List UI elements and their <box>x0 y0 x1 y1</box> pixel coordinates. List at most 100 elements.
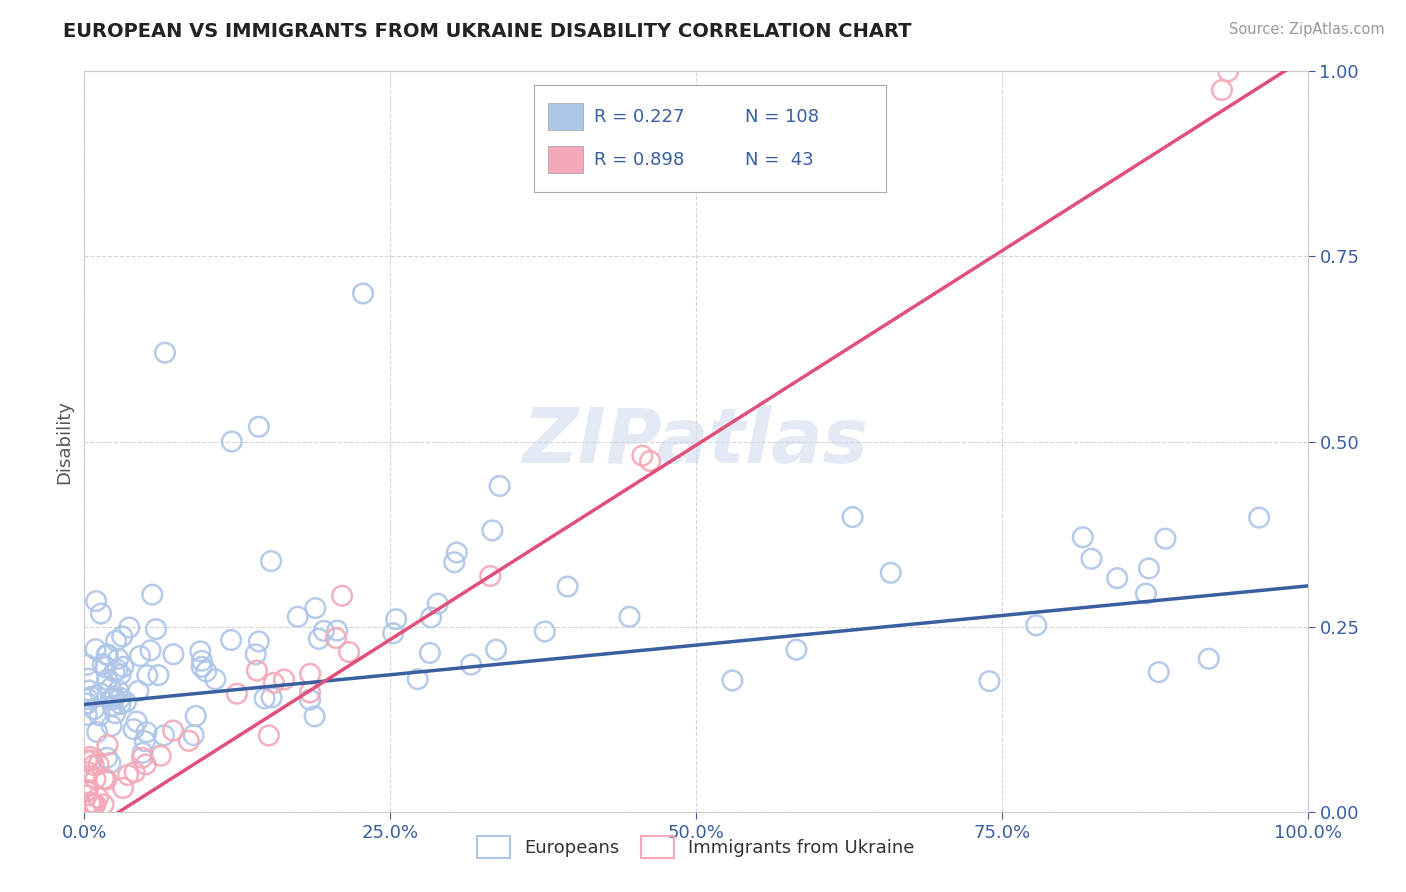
Point <box>638 454 661 468</box>
Point <box>103 665 125 679</box>
Point <box>77 683 100 698</box>
Text: R = 0.898: R = 0.898 <box>593 151 685 169</box>
Point <box>94 660 117 674</box>
Point <box>84 797 107 812</box>
Point <box>880 566 903 580</box>
Point <box>1216 64 1239 78</box>
Point <box>1080 551 1102 566</box>
Point <box>162 723 184 738</box>
Point <box>80 754 103 768</box>
Point <box>87 757 110 772</box>
Point <box>107 652 129 666</box>
Point <box>443 555 465 569</box>
Point <box>721 673 744 688</box>
Point <box>100 719 122 733</box>
Point <box>91 657 114 672</box>
Text: N = 108: N = 108 <box>745 108 820 126</box>
Point <box>1135 586 1157 600</box>
Point <box>183 728 205 742</box>
Point <box>304 601 326 615</box>
Point <box>83 702 105 716</box>
Point <box>96 738 118 752</box>
Point <box>1137 561 1160 575</box>
Point <box>191 654 214 668</box>
Point <box>80 690 103 704</box>
Point <box>382 626 405 640</box>
Point <box>153 728 176 742</box>
Point <box>82 797 104 811</box>
Point <box>337 645 360 659</box>
Point <box>533 624 555 639</box>
Point <box>308 632 330 646</box>
Point <box>141 588 163 602</box>
Point <box>263 676 285 690</box>
Point <box>273 673 295 687</box>
Point <box>89 708 111 723</box>
Point <box>112 780 135 795</box>
Point <box>162 648 184 662</box>
Point <box>103 689 125 703</box>
Point <box>479 569 502 583</box>
Text: R = 0.227: R = 0.227 <box>593 108 685 126</box>
Point <box>76 697 98 711</box>
Point <box>136 668 159 682</box>
Point <box>481 524 503 538</box>
Point <box>406 672 429 686</box>
Text: ZIPatlas: ZIPatlas <box>523 405 869 478</box>
Point <box>247 419 270 434</box>
Point <box>785 642 807 657</box>
Point <box>1025 618 1047 632</box>
Point <box>1249 510 1271 524</box>
Point <box>221 434 243 449</box>
Point <box>93 797 115 812</box>
Point <box>105 663 128 677</box>
Point <box>204 673 226 687</box>
Point <box>226 687 249 701</box>
Point <box>77 765 100 780</box>
Legend: Europeans, Immigrants from Ukraine: Europeans, Immigrants from Ukraine <box>470 830 922 865</box>
Point <box>79 795 101 809</box>
Point <box>1154 532 1177 546</box>
Point <box>385 612 408 626</box>
Point <box>426 597 449 611</box>
Point <box>104 706 127 721</box>
Point <box>145 622 167 636</box>
Point <box>110 667 132 681</box>
Point <box>96 772 118 787</box>
Point <box>619 609 641 624</box>
Point <box>76 657 98 672</box>
Point <box>83 758 105 772</box>
Point <box>125 714 148 729</box>
Point <box>312 624 335 638</box>
Point <box>76 789 98 803</box>
Point <box>195 665 218 679</box>
Point <box>84 772 107 786</box>
Point <box>129 648 152 663</box>
Point <box>90 607 112 621</box>
Point <box>100 692 122 706</box>
Point <box>488 479 510 493</box>
Point <box>131 750 153 764</box>
Point <box>1211 83 1233 97</box>
Point <box>117 768 139 782</box>
Point <box>122 723 145 737</box>
Point <box>352 286 374 301</box>
Text: Source: ZipAtlas.com: Source: ZipAtlas.com <box>1229 22 1385 37</box>
Point <box>89 686 111 700</box>
Point <box>287 609 309 624</box>
Point <box>247 634 270 648</box>
Point <box>118 620 141 634</box>
Point <box>87 790 110 805</box>
Point <box>298 692 321 706</box>
Point <box>101 698 124 713</box>
Point <box>446 546 468 560</box>
Point <box>96 751 118 765</box>
Point <box>190 660 212 674</box>
Text: EUROPEAN VS IMMIGRANTS FROM UKRAINE DISABILITY CORRELATION CHART: EUROPEAN VS IMMIGRANTS FROM UKRAINE DISA… <box>63 22 911 41</box>
Point <box>253 691 276 706</box>
Point <box>420 610 443 624</box>
Point <box>841 510 863 524</box>
Point <box>111 629 134 643</box>
Point <box>86 725 108 739</box>
Point <box>631 449 654 463</box>
